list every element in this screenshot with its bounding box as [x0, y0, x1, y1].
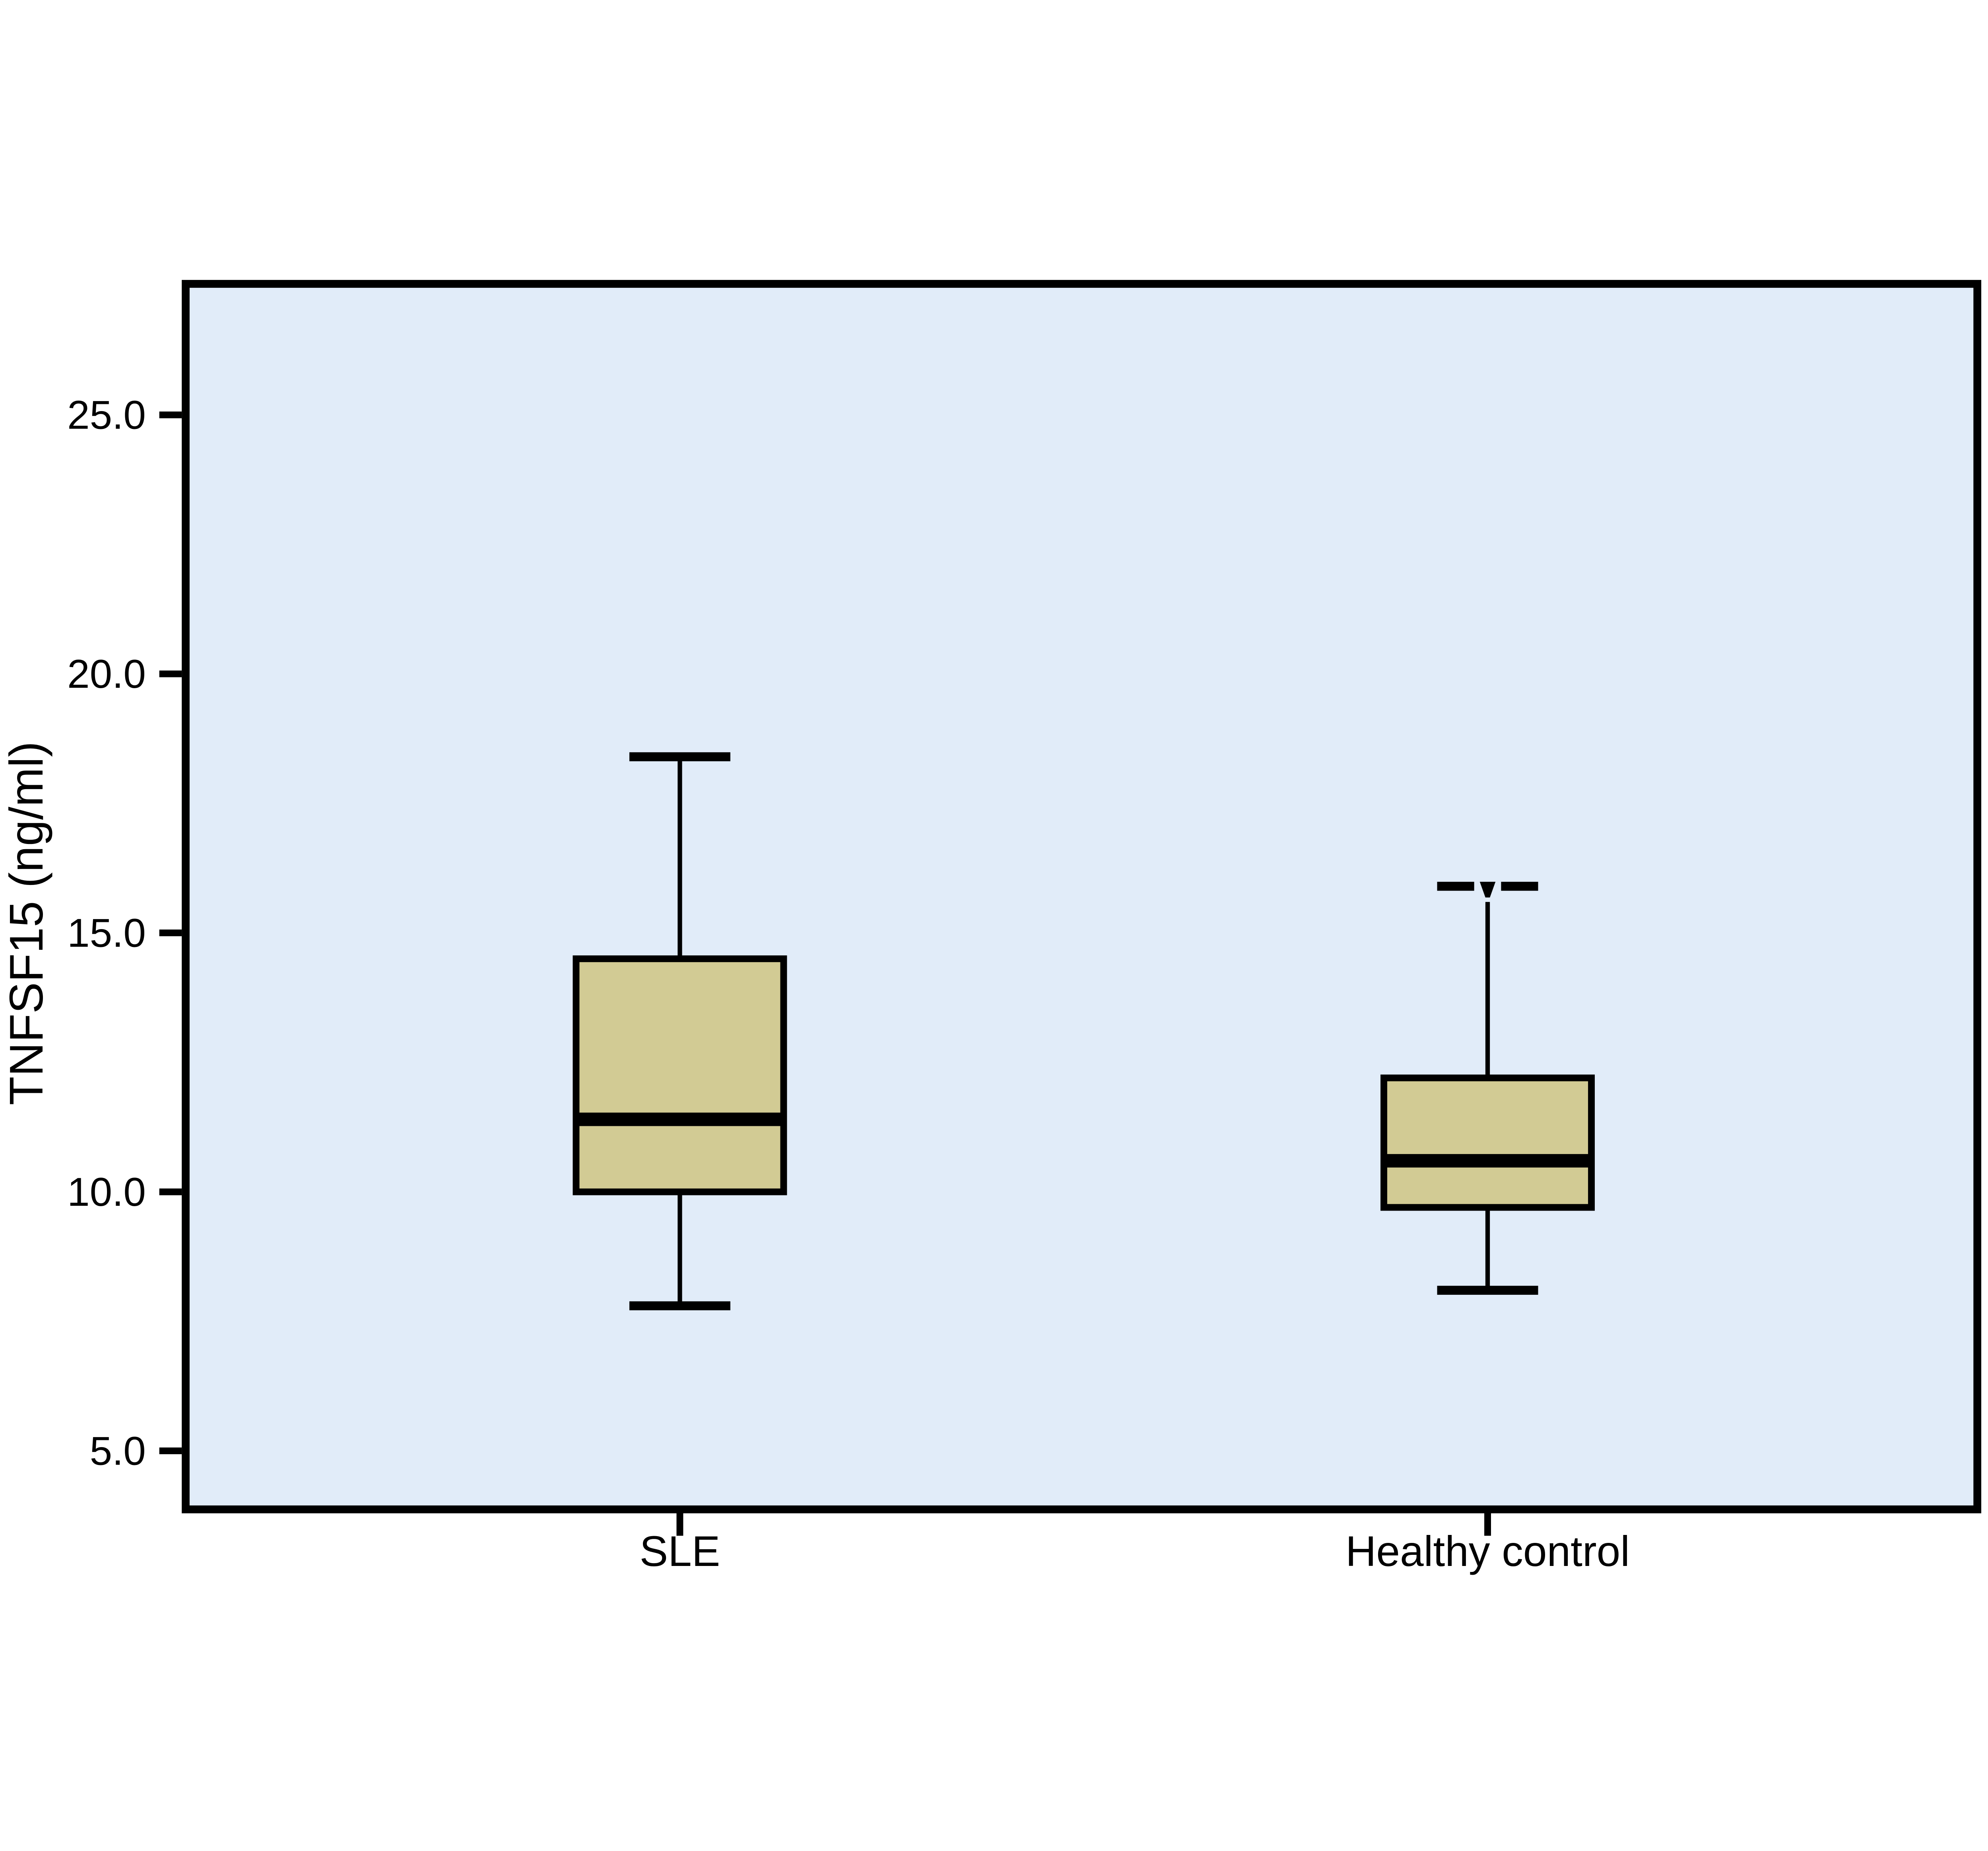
y-tick-label: 10.0 [67, 1169, 146, 1215]
y-tick-label: 20.0 [67, 651, 146, 697]
iqr-box [1380, 1074, 1595, 1211]
plot-panel [182, 280, 1982, 1513]
y-axis-label: TNFSF15 (ng/ml) [0, 741, 53, 1105]
box-group-sle [573, 752, 787, 1310]
x-category-label: Healthy control [1345, 1527, 1630, 1575]
y-tick-label: 5.0 [90, 1428, 146, 1473]
y-tick-label: 25.0 [67, 392, 146, 438]
box-group-healthy-control [1380, 881, 1595, 1295]
upper-whisker-cap-notch [1479, 881, 1496, 898]
y-tick-label: 15.0 [67, 910, 146, 956]
iqr-box [573, 955, 787, 1195]
x-category-label: SLE [640, 1527, 720, 1575]
